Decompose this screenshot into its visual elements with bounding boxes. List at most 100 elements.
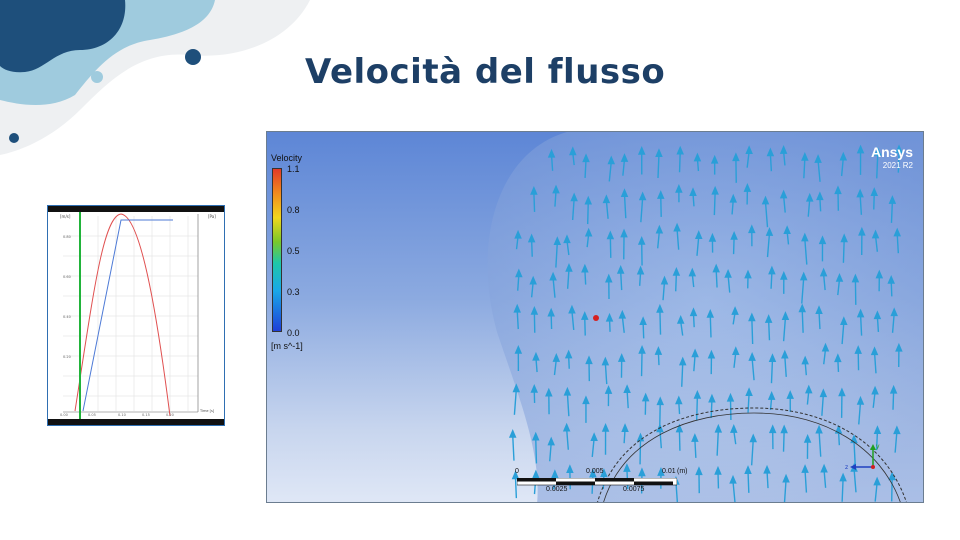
velocity-arrow-head: [601, 423, 610, 432]
velocity-arrow: [782, 195, 786, 213]
velocity-arrow-head: [655, 148, 663, 157]
velocity-arrow: [571, 310, 575, 331]
velocity-arrow: [859, 314, 863, 336]
velocity-arrow-head: [580, 311, 589, 320]
velocity-arrow: [709, 315, 712, 338]
velocity-arrow-head: [656, 396, 664, 406]
velocity-arrow-head: [714, 465, 722, 475]
velocity-arrow-head: [618, 309, 627, 319]
velocity-arrow-head: [590, 432, 598, 441]
velocity-arrow-head: [621, 423, 629, 432]
velocity-arrow-head: [563, 234, 571, 244]
velocity-arrow-head: [637, 145, 646, 155]
velocity-arrow-head: [605, 312, 614, 322]
decorative-corner-shapes: [0, 0, 310, 155]
velocity-arrow-head: [748, 352, 756, 361]
velocity-arrow: [713, 192, 716, 216]
thumb-x-unit: Time [s]: [199, 409, 215, 413]
velocity-arrow: [710, 399, 713, 419]
velocity-arrow: [876, 316, 880, 332]
velocity-arrow-head: [888, 195, 897, 204]
dot-light: [91, 71, 103, 83]
scale-label: 0: [515, 468, 519, 475]
velocity-arrow-head: [840, 233, 848, 243]
velocity-arrow-head: [744, 269, 752, 279]
velocity-arrow-head: [604, 385, 613, 394]
velocity-arrow-head: [840, 316, 848, 326]
velocity-arrow-head: [816, 191, 824, 201]
velocity-arrow: [732, 481, 736, 502]
velocity-arrow-head: [783, 225, 791, 234]
velocity-arrow-head: [620, 153, 629, 162]
velocity-arrow-head: [786, 390, 794, 399]
velocity-arrow: [516, 310, 519, 330]
velocity-arrow: [732, 237, 735, 255]
legend-title: Velocity: [271, 153, 303, 163]
velocity-arrow-head: [893, 227, 901, 237]
velocity-arrow: [801, 309, 804, 333]
velocity-arrow-head: [638, 344, 646, 354]
velocity-arrow-head: [781, 349, 789, 359]
velocity-arrow-head: [838, 387, 846, 397]
velocity-arrow-head: [569, 146, 577, 156]
velocity-arrow-head: [858, 226, 866, 236]
velocity-arrow: [822, 273, 826, 291]
velocity-arrow: [619, 271, 623, 291]
velocity-arrow-head: [744, 465, 752, 474]
velocity-arrow: [858, 402, 862, 425]
velocity-arrow: [623, 194, 627, 219]
velocity-arrow-head: [851, 273, 860, 283]
velocity-arrow: [803, 158, 806, 179]
velocity-arrow-head: [889, 384, 898, 394]
velocity-arrow-head: [856, 144, 865, 154]
velocity-arrow-head: [676, 145, 684, 155]
velocity-arrow-head: [638, 467, 646, 477]
velocity-arrow: [566, 269, 570, 289]
legend-tick: 0.8: [287, 205, 300, 215]
velocity-arrow: [659, 310, 662, 335]
velocity-arrow: [535, 438, 538, 464]
velocity-arrow-head: [606, 230, 615, 240]
velocity-arrow-head: [805, 384, 813, 394]
velocity-arrow-head: [801, 232, 809, 242]
velocity-arrow: [566, 393, 570, 417]
velocity-arrow-head: [801, 151, 809, 161]
velocity-arrow-head: [675, 423, 684, 433]
velocity-arrow-head: [818, 235, 827, 245]
velocity-arrow: [876, 153, 879, 179]
velocity-arrow: [890, 201, 894, 223]
velocity-arrow: [571, 198, 575, 221]
velocity-arrow: [555, 242, 559, 268]
velocity-arrow: [678, 151, 681, 173]
cfd-velocity-viewer[interactable]: Velocity 1.1 0.8 0.5 0.3 0.0 [m s^-1] An…: [266, 131, 924, 503]
velocity-arrow: [550, 155, 554, 171]
velocity-arrow-head: [675, 395, 683, 405]
cylinder-outline-inner: [603, 412, 901, 502]
velocity-arrow-head: [693, 152, 702, 162]
thumb-x-tick: 0.05: [88, 413, 96, 417]
velocity-arrow: [897, 150, 900, 173]
velocity-arrow-head: [565, 263, 573, 272]
scale-bar: [517, 478, 677, 486]
velocity-arrow: [764, 201, 769, 228]
velocity-arrow-head: [815, 424, 823, 434]
velocity-arrow-head: [805, 192, 814, 202]
velocity-arrow: [766, 233, 771, 258]
axis-triad[interactable]: y z: [845, 442, 885, 474]
velocity-arrow-head: [694, 230, 703, 239]
velocity-arrow: [783, 479, 787, 502]
velocity-arrow-head: [549, 271, 557, 281]
velocity-arrow-head: [856, 188, 864, 198]
velocity-arrow-head: [600, 468, 608, 477]
velocity-arrow-head: [547, 148, 556, 158]
velocity-arrow: [662, 281, 666, 301]
scale-label: 0.0025: [546, 486, 568, 493]
velocity-arrow-head: [856, 308, 865, 318]
velocity-arrow-head: [589, 468, 597, 478]
velocity-arrow-head: [568, 304, 576, 314]
velocity-arrow-head: [890, 307, 898, 317]
brand-version: 2021 R2: [882, 161, 913, 170]
velocity-arrow-head: [637, 235, 646, 245]
velocity-arrow-head: [673, 222, 681, 232]
velocity-arrow-head: [819, 267, 828, 277]
